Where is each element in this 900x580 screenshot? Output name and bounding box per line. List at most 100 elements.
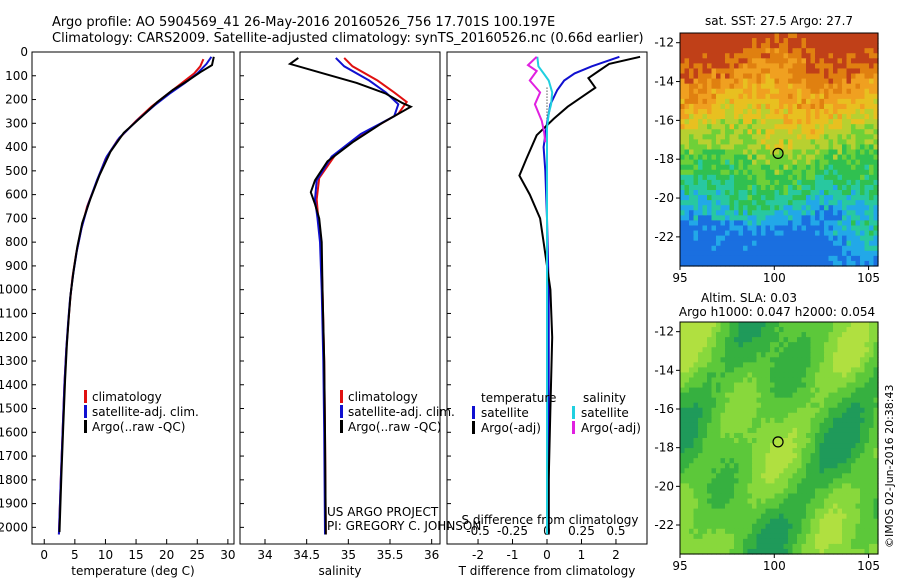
sst-map-cell bbox=[792, 255, 798, 262]
sla-map-cell bbox=[738, 377, 744, 384]
sst-map-cell bbox=[806, 179, 812, 186]
sst-map-cell bbox=[747, 240, 753, 247]
sla-map-cell bbox=[738, 372, 744, 379]
sla-map-cell bbox=[810, 548, 816, 555]
sla-map-cell bbox=[720, 463, 726, 469]
sst-map-cell bbox=[689, 159, 695, 166]
sst-map-cell bbox=[680, 33, 686, 39]
sst-map-cell bbox=[855, 78, 861, 85]
sla-map-cell bbox=[864, 513, 870, 520]
sla-map-cell bbox=[774, 548, 780, 555]
sst-map-cell bbox=[689, 200, 695, 206]
sst-map-cell bbox=[797, 260, 803, 267]
sst-map-cell bbox=[815, 260, 821, 267]
sla-map-cell bbox=[729, 478, 735, 484]
sst-map-cell bbox=[846, 134, 852, 140]
sst-map-cell bbox=[783, 200, 789, 206]
sst-map-cell bbox=[734, 78, 740, 85]
sst-map-cell bbox=[855, 38, 861, 44]
sst-map-cell bbox=[720, 255, 726, 262]
sst-map-cell bbox=[801, 169, 807, 176]
sst-map-cell bbox=[788, 108, 794, 115]
sla-map-cell bbox=[720, 493, 726, 500]
sst-map-cell bbox=[837, 195, 843, 201]
sla-map-cell bbox=[770, 432, 776, 439]
sla-map-cell bbox=[828, 463, 834, 469]
sst-map-cell bbox=[797, 103, 803, 110]
sst-map-cell bbox=[684, 205, 690, 211]
sla-map-cell bbox=[761, 533, 767, 540]
sla-map-cell bbox=[828, 438, 834, 444]
sla-map-cell bbox=[729, 458, 735, 464]
sla-map-cell bbox=[729, 443, 735, 449]
sla-map-cell bbox=[869, 392, 875, 399]
sla-map-cell bbox=[707, 362, 713, 368]
sst-map-cell bbox=[725, 33, 731, 39]
sla-map-cell bbox=[702, 438, 708, 444]
sla-map-cell bbox=[792, 347, 798, 353]
sla-map-cell bbox=[810, 438, 816, 444]
sst-map-cell bbox=[810, 149, 816, 156]
sst-map-cell bbox=[774, 134, 780, 140]
sla-map-cell bbox=[752, 367, 758, 374]
sst-map-cell bbox=[855, 230, 861, 237]
sla-map-cell bbox=[729, 332, 735, 338]
sst-map-cell bbox=[801, 215, 807, 222]
sst-map-cell bbox=[869, 114, 875, 120]
sst-map-cell bbox=[756, 179, 762, 186]
sst-map-cell bbox=[846, 33, 852, 39]
sla-map-cell bbox=[828, 523, 834, 530]
sst-map-cell bbox=[765, 48, 771, 54]
sla-map-cell bbox=[747, 498, 753, 505]
sla-map-cell bbox=[801, 352, 807, 358]
sst-map-cell bbox=[788, 139, 794, 146]
sst-map-cell bbox=[842, 164, 848, 171]
sst-map-cell bbox=[819, 245, 825, 252]
sst-map-cell bbox=[792, 235, 798, 242]
sla-map-cell bbox=[756, 357, 762, 363]
sst-map-cell bbox=[855, 108, 861, 115]
sst-map-cell bbox=[873, 129, 879, 135]
sst-map-cell bbox=[734, 240, 740, 247]
temperature-xlabel: temperature (deg C) bbox=[71, 564, 194, 578]
temperature-legend-item: Argo(..raw -QC) bbox=[92, 420, 185, 434]
sla-map-cell bbox=[873, 392, 879, 399]
sla-map-cell bbox=[873, 327, 879, 333]
sla-map-cell bbox=[720, 327, 726, 333]
sla-map-cell bbox=[860, 503, 866, 510]
sst-map-cell bbox=[729, 58, 735, 64]
sst-map-cell bbox=[765, 205, 771, 211]
sst-map-cell bbox=[756, 108, 762, 115]
sla-map-cell bbox=[761, 337, 767, 343]
sst-map-cell bbox=[761, 190, 767, 196]
sst-map-cell bbox=[788, 195, 794, 201]
sst-map-cell bbox=[864, 210, 870, 216]
sla-map-cell bbox=[864, 523, 870, 530]
sla-map-cell bbox=[734, 432, 740, 439]
sla-map-cell bbox=[680, 397, 686, 404]
sst-map-cell bbox=[833, 184, 839, 191]
sst-map-cell bbox=[824, 215, 830, 222]
sst-map-cell bbox=[801, 200, 807, 206]
sst-map-cell bbox=[756, 129, 762, 135]
sst-map-cell bbox=[765, 68, 771, 75]
sst-map-cell bbox=[855, 124, 861, 130]
sst-map-cell bbox=[864, 83, 870, 90]
sst-map-cell bbox=[756, 139, 762, 146]
sla-map-cell bbox=[738, 523, 744, 530]
sla-map-cell bbox=[842, 427, 848, 434]
sla-map-cell bbox=[797, 377, 803, 384]
sst-map-cell bbox=[869, 215, 875, 222]
sst-map-cell bbox=[711, 174, 717, 181]
sst-map-cell bbox=[837, 215, 843, 222]
sst-map-cell bbox=[837, 220, 843, 227]
sla-map-cell bbox=[747, 538, 753, 545]
sst-map-cell bbox=[792, 200, 798, 206]
sla-map-cell bbox=[864, 407, 870, 414]
sst-map-cell bbox=[833, 144, 839, 151]
sla-map-cell bbox=[698, 327, 704, 333]
sst-map-cell bbox=[716, 174, 722, 181]
sst-map-cell bbox=[770, 179, 776, 186]
sla-map-cell bbox=[765, 377, 771, 384]
sla-map-cell bbox=[855, 538, 861, 545]
